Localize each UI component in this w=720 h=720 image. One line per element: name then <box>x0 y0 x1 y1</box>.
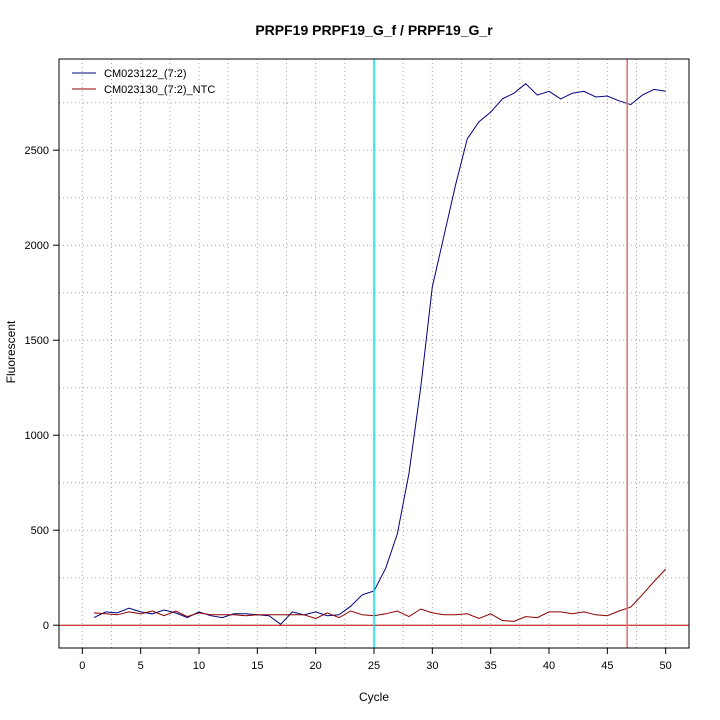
series-line-2 <box>93 568 667 622</box>
x-tick-label: 25 <box>368 660 380 672</box>
y-axis-label: Fluorescent <box>4 320 18 383</box>
x-tick-label: 20 <box>310 660 322 672</box>
legend-label-series-2: CM023130_(7:2)_NTC <box>104 84 215 96</box>
legend-label-series-1: CM023122_(7:2) <box>104 68 187 80</box>
y-tick-label: 0 <box>43 620 49 632</box>
x-tick-label: 50 <box>660 660 672 672</box>
y-tick-label: 1500 <box>25 335 49 347</box>
x-tick-label: 45 <box>601 660 613 672</box>
reference-lines <box>59 59 689 648</box>
y-tick-label: 2500 <box>25 145 49 157</box>
x-tick-label: 35 <box>485 660 497 672</box>
series-group <box>93 83 667 625</box>
x-tick-label: 15 <box>251 660 263 672</box>
x-tick-label: 5 <box>138 660 144 672</box>
x-tick-label: 10 <box>193 660 205 672</box>
y-tick-label: 500 <box>31 525 49 537</box>
y-tick-label: 2000 <box>25 240 49 252</box>
x-tick-label: 30 <box>426 660 438 672</box>
x-tick-label: 40 <box>543 660 555 672</box>
grid <box>59 59 689 648</box>
series-line-1 <box>93 83 666 625</box>
y-tick-label: 1000 <box>25 430 49 442</box>
chart-title: PRPF19 PRPF19_G_f / PRPF19_G_r <box>255 22 493 38</box>
x-axis-label: Cycle <box>359 690 389 704</box>
x-tick-label: 0 <box>79 660 85 672</box>
legend: CM023122_(7:2) CM023130_(7:2)_NTC <box>72 68 215 96</box>
